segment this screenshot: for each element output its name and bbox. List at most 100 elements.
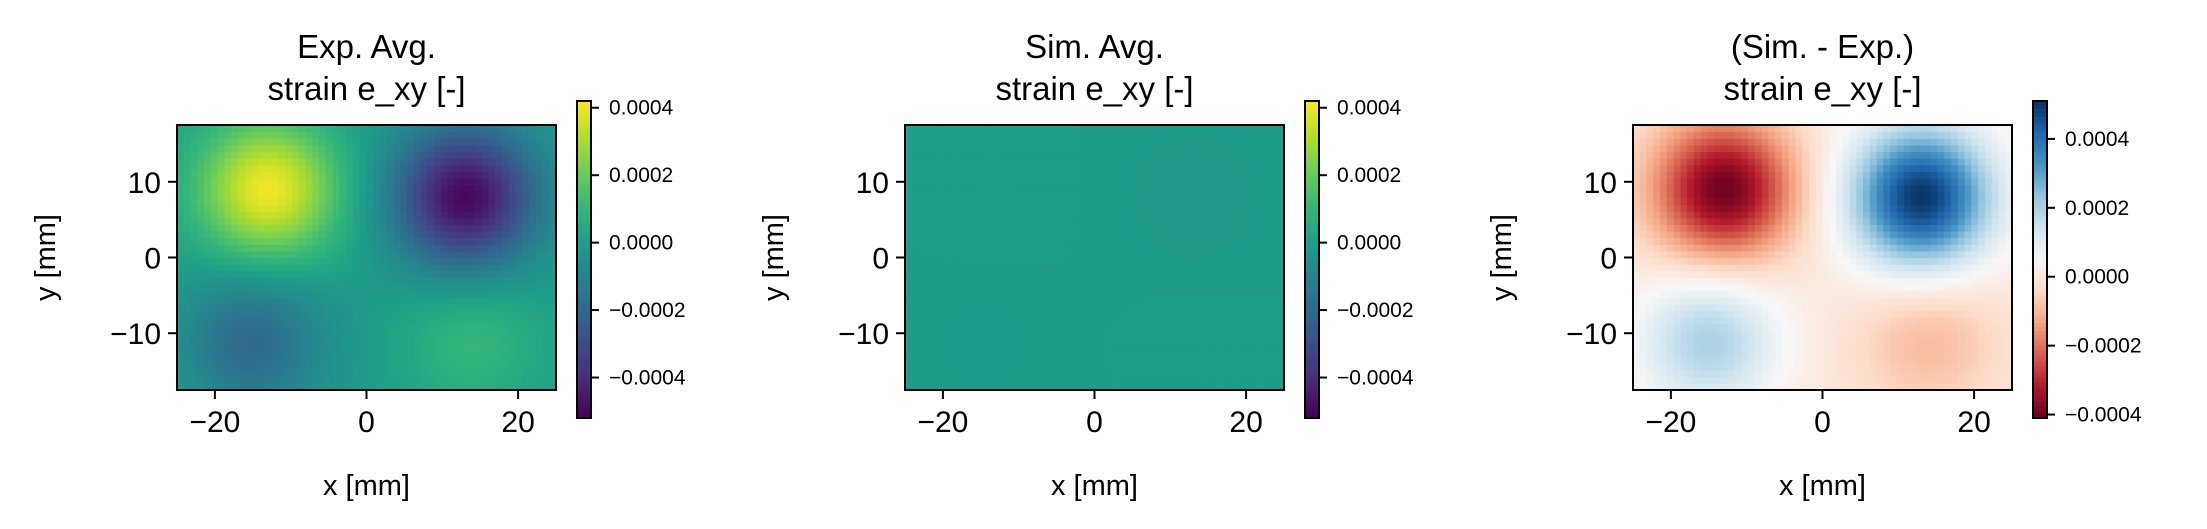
heatmap-cell (420, 290, 429, 298)
heatmap-cell (461, 131, 469, 139)
heatmap-cell (918, 138, 926, 146)
heatmap-cell (952, 184, 960, 192)
heatmap-cell (986, 363, 994, 371)
colorbar-tick-label: −0.0004 (609, 367, 686, 390)
heatmap-cell (1080, 317, 1089, 325)
heatmap-cell (992, 277, 1001, 285)
heatmap-cell (1128, 231, 1136, 239)
heatmap-cell (542, 204, 550, 212)
heatmap-cell (1243, 303, 1251, 312)
heatmap-cell (1080, 350, 1089, 358)
heatmap-cell (952, 343, 960, 351)
heatmap-cell (1175, 250, 1184, 259)
heatmap-cell (312, 270, 320, 278)
heatmap-cell (911, 138, 920, 146)
heatmap-cell (197, 356, 205, 365)
heatmap-cell (1256, 158, 1265, 166)
heatmap-cell (1196, 237, 1204, 245)
heatmap-cell (1060, 323, 1069, 331)
heatmap-cell (183, 217, 192, 225)
heatmap-cell (177, 131, 185, 139)
heatmap-cell (325, 138, 334, 146)
heatmap-cell (1121, 310, 1129, 318)
heatmap-cell (495, 264, 503, 272)
heatmap-cell (386, 244, 395, 252)
heatmap-cell (325, 303, 334, 312)
heatmap-cell (332, 330, 341, 338)
heatmap-cell (1223, 323, 1231, 331)
heatmap-cell (959, 317, 967, 325)
heatmap-cell (932, 184, 940, 192)
heatmap-cell (528, 217, 537, 225)
y-tick-label: 0 (144, 243, 161, 276)
heatmap-cell (1020, 277, 1028, 285)
heatmap-cell (278, 370, 286, 378)
heatmap-cell (905, 125, 913, 133)
heatmap-cell (359, 138, 368, 146)
heatmap-cell (945, 184, 953, 192)
heatmap-cell (1216, 211, 1224, 219)
heatmap-cell (1660, 171, 1668, 179)
heatmap-cell (420, 178, 429, 186)
heatmap-cell (292, 250, 300, 259)
heatmap-cell (508, 350, 516, 358)
heatmap-cell (1250, 125, 1258, 133)
heatmap-cell (1080, 290, 1089, 298)
heatmap-cell (911, 383, 920, 391)
heatmap-cell (359, 350, 368, 358)
heatmap-cell (210, 178, 219, 186)
heatmap-cell (979, 158, 987, 166)
heatmap-cell (999, 158, 1008, 166)
heatmap-cell (197, 317, 205, 325)
colorbar-step (577, 215, 591, 221)
heatmap-cell (325, 363, 334, 371)
heatmap-cell (1639, 184, 1648, 192)
heatmap-cell (965, 356, 974, 365)
heatmap-cell (1006, 264, 1014, 272)
heatmap-cell (549, 337, 557, 345)
heatmap-cell (264, 323, 273, 331)
heatmap-cell (237, 343, 246, 351)
heatmap-cell (1660, 323, 1668, 331)
heatmap-cell (1020, 330, 1028, 338)
heatmap-cell (386, 171, 395, 179)
heatmap-cell (959, 270, 967, 278)
heatmap-cell (905, 164, 913, 172)
heatmap-cell (474, 131, 483, 139)
heatmap-cell (292, 197, 300, 206)
colorbar-step (577, 120, 591, 126)
heatmap-cell (1182, 290, 1190, 298)
heatmap-cell (1256, 303, 1265, 312)
colorbar-step (577, 188, 591, 193)
heatmap-cell (237, 363, 246, 371)
heatmap-cell (332, 204, 341, 212)
heatmap-cell (1060, 363, 1069, 371)
heatmap-cell (197, 264, 205, 272)
heatmap-cell (1270, 277, 1278, 285)
heatmap-cell (488, 171, 496, 179)
heatmap-cell (905, 237, 913, 245)
heatmap-cell (959, 337, 967, 345)
heatmap-cell (1067, 257, 1075, 265)
heatmap-cell (237, 211, 246, 219)
heatmap-cell (979, 237, 987, 245)
heatmap-cell (1256, 270, 1265, 278)
heatmap-cell (251, 297, 259, 305)
heatmap-cell (1202, 284, 1211, 292)
heatmap-cell (992, 356, 1001, 365)
heatmap-cell (434, 250, 442, 259)
heatmap-cell (1223, 151, 1231, 159)
heatmap-cell (440, 204, 449, 212)
heatmap-cell (386, 217, 395, 225)
colorbar-step (577, 196, 591, 201)
heatmap-cell (231, 244, 239, 252)
heatmap-cell (1094, 376, 1102, 384)
colorbar-tick-label: −0.0002 (609, 299, 686, 322)
heatmap-cell (1673, 363, 1681, 371)
heatmap-cell (1006, 284, 1014, 292)
heatmap-cell (1189, 131, 1197, 139)
heatmap-cell (386, 250, 395, 259)
heatmap-cell (1060, 270, 1069, 278)
heatmap-cell (952, 197, 960, 206)
heatmap-cell (224, 363, 232, 371)
